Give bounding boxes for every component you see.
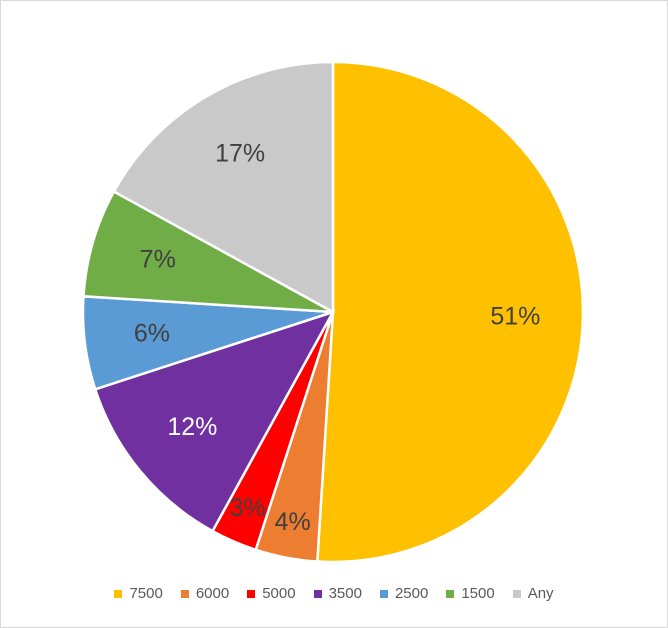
legend-item-2500: 2500: [379, 585, 429, 602]
legend-swatch: [180, 589, 189, 598]
data-label-2500: 6%: [134, 319, 170, 347]
pie-data-labels: 51% 4% 3% 12% 6% 7% 17%: [134, 140, 541, 536]
legend-label: Any: [527, 585, 554, 602]
legend-item-3500: 3500: [313, 585, 362, 602]
data-label-7500: 51%: [490, 302, 540, 330]
legend-label: 1500: [461, 585, 495, 602]
data-label-3500: 12%: [167, 413, 217, 441]
pie-slice-7500: [315, 60, 585, 564]
pie-slice-3500: [93, 309, 336, 533]
legend-label: 7500: [129, 585, 163, 602]
legend-label: 2500: [394, 585, 429, 602]
legend-item-1500: 1500: [446, 585, 495, 602]
legend-label: 6000: [195, 585, 230, 602]
pie-slice-any: [112, 60, 335, 315]
pie-chart: 51% 4% 3% 12% 6% 7% 17%: [81, 60, 585, 564]
legend-label: 5000: [262, 585, 296, 602]
pie-slice-1500: [82, 189, 334, 314]
legend-item-any: Any: [512, 585, 554, 602]
legend-swatch: [313, 589, 322, 598]
data-label-any: 17%: [215, 140, 265, 168]
legend-swatch: [114, 589, 123, 598]
legend-item-5000: 5000: [247, 585, 296, 602]
legend-item-7500: 7500: [114, 585, 163, 602]
pie-slices: [81, 60, 585, 564]
data-label-1500: 7%: [140, 246, 176, 274]
data-label-5000: 3%: [230, 494, 266, 522]
legend-swatch: [446, 589, 455, 598]
legend-swatch: [247, 589, 256, 598]
chart-legend: 7500 6000 5000 3500 2500 1500 Any: [0, 585, 668, 602]
legend-swatch: [512, 589, 521, 598]
legend-label: 3500: [328, 585, 362, 602]
data-label-6000: 4%: [275, 508, 311, 536]
legend-swatch: [379, 589, 388, 598]
legend-item-6000: 6000: [180, 585, 230, 602]
